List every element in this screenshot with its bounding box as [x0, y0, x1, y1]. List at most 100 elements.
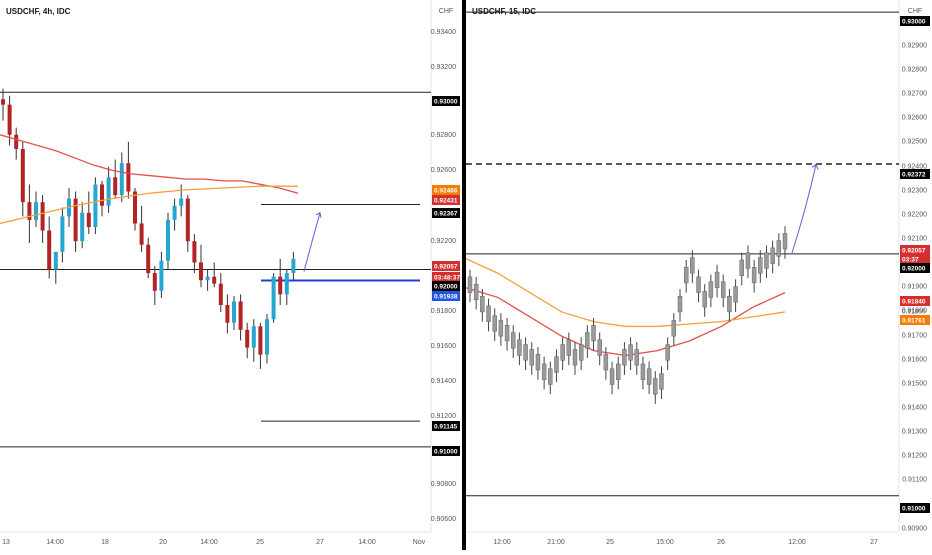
candle-body — [646, 368, 652, 385]
candle-body — [126, 163, 131, 192]
time-tick-label: 25 — [256, 539, 264, 546]
candle-body — [1, 99, 5, 105]
candle-body — [152, 273, 157, 291]
right-price-ticks: 0.92900 0.92800 0.92700 0.92600 0.92500 0.924… — [902, 43, 927, 533]
candle-body — [498, 320, 504, 337]
price-tick-label: 0.92200 — [902, 212, 927, 219]
left-horizontal-levels — [0, 91, 431, 448]
candle-body — [591, 325, 596, 342]
time-tick-label: 18 — [101, 539, 109, 546]
candle-body — [554, 356, 559, 373]
candle-body — [504, 325, 510, 342]
candle-body — [251, 326, 256, 348]
candle-body — [653, 378, 658, 395]
candle-body — [541, 363, 547, 380]
candle-body — [238, 301, 243, 330]
price-tag-label: 0.92372 — [902, 172, 926, 179]
price-tag-box — [432, 96, 460, 106]
candle-body — [159, 260, 164, 291]
price-tick-label: 0.91300 — [902, 429, 927, 436]
right-time-axis[interactable]: 12:00 21:00 25 15:00 26 12:00 27 — [493, 539, 878, 546]
candle-body — [185, 198, 190, 242]
price-tick-label: 0.91800 — [902, 308, 927, 315]
price-tag-box — [432, 185, 460, 195]
candle-body — [232, 301, 236, 323]
candle-body — [80, 212, 85, 242]
candle-body — [733, 286, 738, 303]
candle-body — [702, 291, 707, 308]
price-tag-label: 0.92057 — [902, 248, 926, 255]
left-chart-panel[interactable]: USDCHF, 4h, IDC CHF 0.93400 0.93200 0.9280… — [0, 0, 462, 550]
price-tick-label: 0.92800 — [902, 67, 927, 74]
price-tag-label: 0.93000 — [902, 19, 926, 26]
projection-arrowhead — [811, 163, 819, 170]
time-tick-label: 27 — [316, 539, 324, 546]
price-tick-label: 0.93200 — [431, 64, 456, 71]
candle-body — [603, 354, 609, 371]
right-chart-panel[interactable]: USDCHF, 15, IDC CHF 0.92900 0.92800 0.9270… — [465, 0, 932, 550]
candle-body — [609, 368, 615, 385]
price-tag-box — [900, 169, 930, 179]
candle-body — [529, 349, 534, 366]
candle-body — [218, 283, 223, 306]
candle-body — [47, 230, 52, 270]
left-price-ticks: 0.93400 0.93200 0.92800 0.92600 0.92200 0.918… — [431, 29, 456, 523]
price-tick-label: 0.92500 — [902, 139, 927, 146]
candle-body — [758, 257, 763, 274]
time-tick-label: Nov — [413, 539, 426, 546]
price-tick-label: 0.92700 — [902, 91, 927, 98]
candle-body — [751, 267, 757, 284]
price-tag-label: 0.92367 — [434, 211, 458, 218]
candle-body — [535, 354, 541, 371]
price-tag-label: 0.92000 — [434, 284, 458, 291]
price-tick-label: 0.93400 — [431, 29, 456, 36]
candle-body — [492, 315, 497, 332]
candle-body — [205, 276, 210, 281]
candle-body — [40, 202, 45, 231]
price-tag-box — [432, 421, 460, 431]
candle-body — [34, 202, 38, 220]
price-tick-label: 0.90600 — [431, 516, 456, 523]
candle-body — [146, 244, 151, 274]
candle-body — [622, 349, 627, 366]
price-tag-box — [432, 261, 460, 271]
candle-body — [166, 219, 170, 261]
candle-body — [690, 257, 695, 274]
left-time-axis[interactable]: 13 14:00 18 20 14:00 25 27 14:00 Nov — [2, 539, 426, 546]
candle-body — [696, 276, 701, 293]
right-currency-label: CHF — [908, 8, 922, 15]
panel-divider[interactable] — [462, 0, 466, 550]
candle-body — [708, 281, 714, 298]
price-tick-label: 0.92300 — [902, 188, 927, 195]
price-tag-label: 0.91000 — [434, 449, 458, 456]
price-tag-box — [900, 503, 930, 513]
left-currency-label: CHF — [439, 8, 453, 15]
candle-body — [265, 319, 269, 355]
candle-body — [770, 247, 775, 264]
candle-body — [727, 296, 732, 313]
candle-body — [511, 332, 516, 349]
price-tag-label: 0.91145 — [434, 424, 458, 431]
candle-body — [212, 276, 217, 284]
price-tag-label: 0.92431 — [434, 198, 458, 205]
price-tick-label: 0.91200 — [902, 453, 927, 460]
price-tag-label: 0.91761 — [902, 318, 926, 325]
price-tag-label: 03:48:37 — [434, 275, 460, 282]
candle-body — [628, 344, 633, 361]
right-candles — [467, 226, 788, 404]
candle-body — [113, 177, 118, 196]
ma-orange-line — [465, 258, 786, 328]
price-tag-box — [432, 195, 460, 205]
candle-body — [179, 198, 184, 206]
candle-body — [671, 320, 677, 337]
projection-arrowhead — [315, 212, 322, 218]
price-tag-label: 0.91840 — [902, 299, 926, 306]
price-tick-label: 0.92600 — [431, 167, 456, 174]
price-tick-label: 0.92200 — [431, 238, 456, 245]
candle-body — [677, 296, 683, 313]
candle-body — [782, 233, 788, 250]
price-tag-label: 0.92000 — [902, 266, 926, 273]
candle-body — [597, 339, 602, 356]
